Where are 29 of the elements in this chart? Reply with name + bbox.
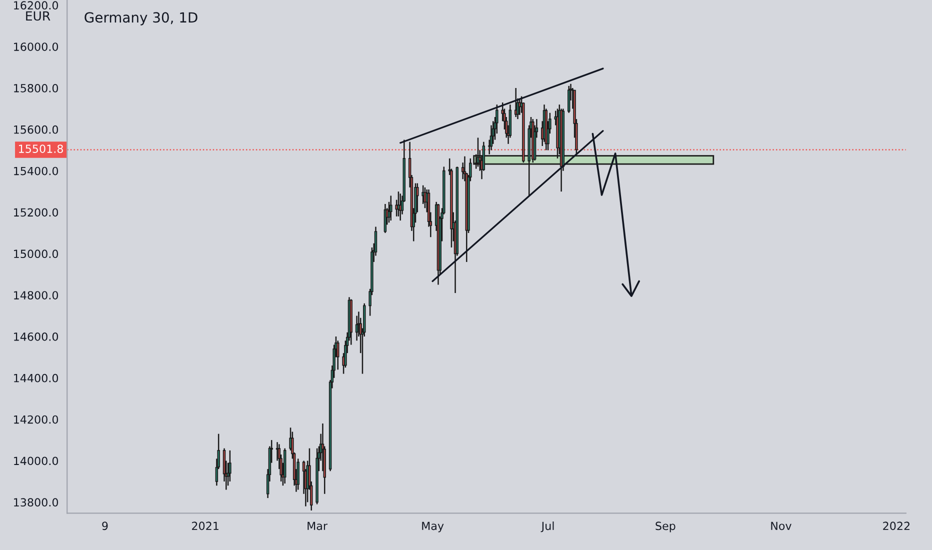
x-tick-label: 2022	[883, 522, 910, 530]
candlestick	[336, 340, 340, 370]
candlestick	[390, 195, 392, 222]
y-tick-label: 14000.0	[14, 456, 58, 466]
y-tick-label: 16200.0	[14, 1, 58, 10]
y-axis-title: EUR	[26, 11, 50, 21]
y-tick-label: 15600.0	[14, 125, 58, 134]
y-tick-label: 14200.0	[14, 415, 58, 424]
candlestick	[568, 85, 570, 114]
y-tick-label: 15000.0	[14, 250, 58, 258]
y-tick-label: 15200.0	[14, 208, 58, 217]
candlestick	[490, 124, 493, 151]
y-tick-label: 14400.0	[14, 374, 58, 382]
candlestick	[355, 315, 358, 342]
text: Germany 30, 1D	[84, 12, 198, 26]
x-tick-label: 9	[102, 522, 108, 530]
y-tick-label: 14800.0	[14, 291, 58, 300]
x-tick-label: May	[422, 522, 444, 532]
x-tick-label: Nov	[771, 522, 792, 530]
x-tick-label: 2021	[192, 522, 218, 530]
x-tick-label: Sep	[656, 522, 676, 532]
y-tick-label: 13800.0	[14, 498, 58, 507]
ref-line-label: 15501.8	[19, 144, 63, 153]
y-tick-label: 15800.0	[14, 84, 58, 92]
y-tick-label: 16000.0	[14, 42, 58, 51]
y-tick-label: 14600.0	[14, 332, 58, 341]
y-tick-label: 15400.0	[14, 166, 58, 176]
x-tick-label: Jul	[540, 521, 554, 532]
x-tick-label: Mar	[308, 522, 328, 530]
